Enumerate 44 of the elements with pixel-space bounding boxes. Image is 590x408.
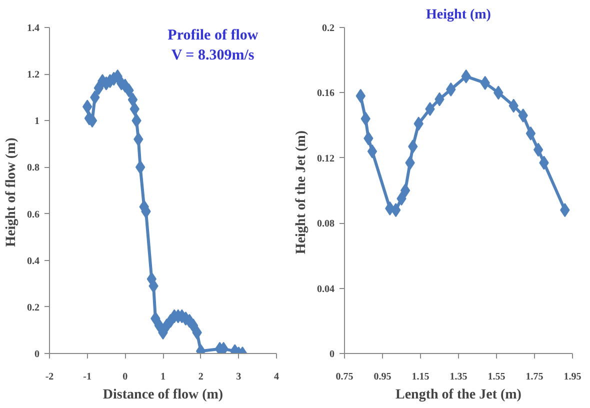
x-tick-label: -1 [83, 372, 92, 382]
y-tick-label: 0.2 [27, 302, 40, 314]
x-tick-label: 3 [236, 372, 242, 382]
point [128, 92, 138, 107]
y-tick-label: 0 [330, 349, 334, 360]
x-tick-label: 2 [198, 372, 204, 382]
x-tick-label: 1.15 [412, 372, 430, 382]
point [390, 203, 401, 218]
y-tick-label: 0.08 [317, 218, 334, 230]
point [526, 126, 536, 140]
x-tick-label: 1.35 [450, 372, 468, 382]
y-tick-label: 0.8 [27, 162, 40, 174]
x-tick-label: 1.95 [564, 372, 582, 382]
x-tick-label: 0.95 [374, 372, 392, 382]
y-axis-title: Height of the Jet (m) [294, 130, 309, 254]
point [400, 184, 410, 198]
y-tick-label: 0.6 [27, 209, 40, 220]
x-tick-label: 1 [160, 372, 166, 382]
x-tick-label: 1.55 [488, 372, 506, 382]
x-axis-title: Length of the Jet (m) [396, 388, 522, 402]
y-tick-label: 0 [34, 349, 40, 360]
y-tick-label: 0.12 [317, 153, 334, 164]
y-tick-label: 0.04 [317, 284, 334, 295]
point [425, 102, 435, 116]
point [533, 142, 544, 157]
x-tick-label: 0.75 [336, 372, 354, 382]
point [130, 102, 140, 116]
chart-title: Height (m) [426, 8, 492, 22]
y-tick-label: 0.2 [322, 23, 334, 34]
text: V = 8.309m/s [171, 48, 254, 64]
chart-title: Profile of flow [168, 28, 258, 44]
point [367, 144, 378, 158]
y-axis-title: Height of flow (m) [4, 137, 19, 247]
x-tick-label: 1.75 [526, 372, 544, 382]
y-tick-label: 0.4 [27, 256, 40, 267]
y-tick-label: 1 [34, 116, 40, 128]
point [135, 160, 146, 174]
y-tick-label: 1.2 [27, 70, 40, 81]
y-tick-label: 1.4 [27, 23, 40, 34]
x-axis-title: Distance of flow (m) [102, 388, 224, 402]
x-tick-label: 0 [122, 372, 128, 382]
y-tick-label: 0.16 [317, 88, 334, 100]
x-tick-label: -2 [45, 372, 54, 382]
x-tick-label: 4 [274, 372, 279, 382]
